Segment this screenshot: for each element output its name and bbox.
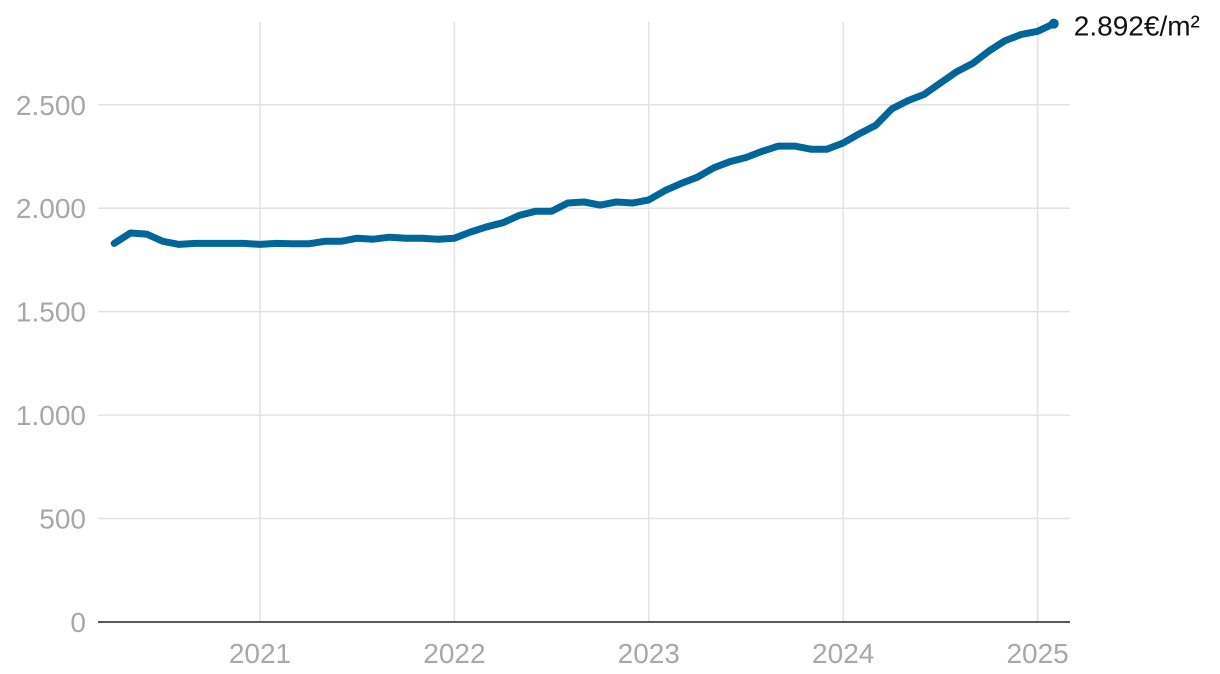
end-value-label: 2.892€/m² [1074,11,1200,42]
y-tick-label: 1.000 [16,400,86,431]
series-layer [110,18,1059,248]
y-tick-label: 2.000 [16,193,86,224]
y-tick-label: 500 [39,504,86,535]
x-tick-label: 2021 [229,638,291,669]
gridlines [98,22,1070,622]
y-tick-label: 0 [70,607,86,638]
labels: 0 500 1.000 1.500 2.000 2.500 2021 2022 2023 2024… [16,11,1200,669]
series-line [110,20,1058,248]
x-tick-label: 2022 [423,638,485,669]
end-point-marker [1048,18,1059,29]
x-tick-label: 2023 [618,638,680,669]
x-tick-label: 2025 [1006,638,1068,669]
y-tick-label: 1.500 [16,297,86,328]
y-tick-label: 2.500 [16,90,86,121]
x-tick-label: 2024 [812,638,874,669]
